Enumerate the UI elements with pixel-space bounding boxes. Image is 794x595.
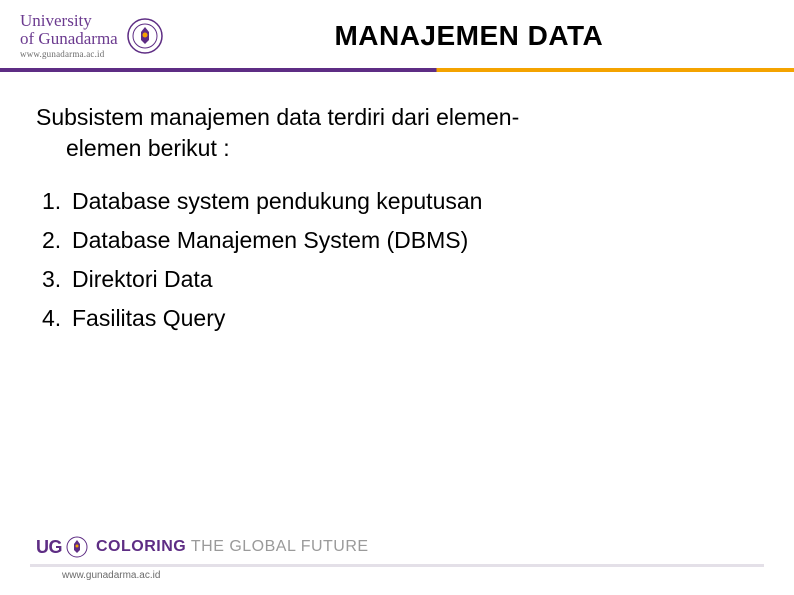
footer-row: UG COLORING THE GLOBAL FUTURE [0,536,794,562]
seal-icon [66,536,88,558]
item-text: Database system pendukung keputusan [72,182,482,221]
list-item: 3. Direktori Data [42,260,758,299]
page-title: MANAJEMEN DATA [164,20,774,52]
logo-line1: University [20,12,118,30]
logo-url: www.gunadarma.ac.id [20,50,118,59]
logo-line2: of Gunadarma [20,30,118,48]
footer-url: www.gunadarma.ac.id [0,570,794,591]
item-text: Database Manajemen System (DBMS) [72,221,468,260]
item-number: 3. [42,260,72,299]
logo-text: University of Gunadarma www.gunadarma.ac… [20,12,118,59]
slogan-rest: THE GLOBAL FUTURE [186,538,368,555]
list-item: 1. Database system pendukung keputusan [42,182,758,221]
intro-line1: Subsistem manajemen data terdiri dari el… [36,104,519,130]
seal-icon [126,17,164,55]
list-item: 2. Database Manajemen System (DBMS) [42,221,758,260]
university-logo: University of Gunadarma www.gunadarma.ac… [20,12,164,59]
ug-text: UG [36,537,62,558]
footer-slogan: COLORING THE GLOBAL FUTURE [96,538,369,556]
ug-badge: UG [36,536,88,558]
item-number: 2. [42,221,72,260]
intro-line2: elemen berikut : [36,133,758,164]
item-text: Direktori Data [72,260,213,299]
footer-divider [30,564,764,567]
item-number: 4. [42,299,72,338]
content: Subsistem manajemen data terdiri dari el… [0,72,794,338]
list-item: 4. Fasilitas Query [42,299,758,338]
item-number: 1. [42,182,72,221]
footer: UG COLORING THE GLOBAL FUTURE www.gunada… [0,536,794,595]
slogan-bold: COLORING [96,538,186,555]
item-text: Fasilitas Query [72,299,225,338]
title-area: MANAJEMEN DATA [164,20,774,52]
header: University of Gunadarma www.gunadarma.ac… [0,0,794,68]
intro-text: Subsistem manajemen data terdiri dari el… [36,102,758,164]
item-list: 1. Database system pendukung keputusan 2… [36,182,758,338]
